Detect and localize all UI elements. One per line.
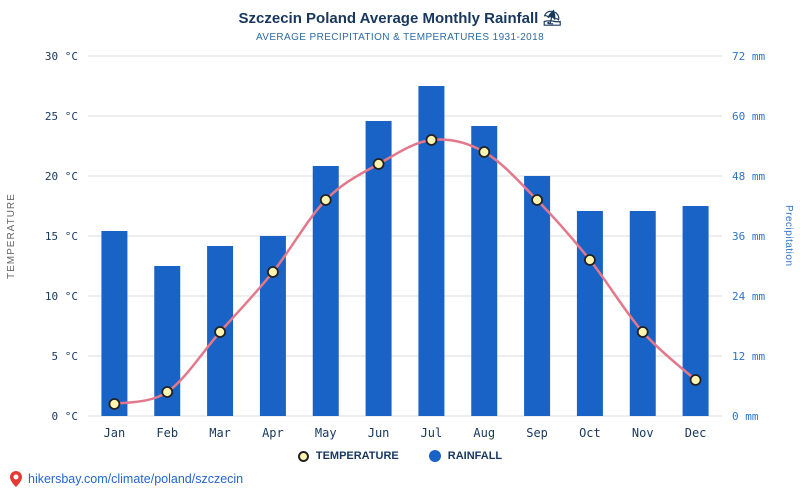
temperature-marker[interactable] (531, 194, 543, 206)
legend-rainfall-marker (428, 450, 441, 462)
footer: hikersbay.com/climate/poland/szczecin (0, 468, 800, 490)
source-link[interactable]: hikersbay.com/climate/poland/szczecin (28, 472, 244, 486)
rainfall-bar[interactable] (471, 126, 498, 416)
x-axis-label: Feb (156, 426, 178, 440)
legend-item-temperature: TEMPERATURE (297, 450, 399, 462)
chart-area: 0 °C 5 °C 10 °C 15 °C 20 °C 25 °C 30 °C 0 mm 12 … (0, 44, 800, 444)
location-pin-icon (10, 471, 22, 487)
page-title: Szczecin Poland Average Monthly Rainfall… (238, 10, 562, 27)
rainfall-bar[interactable] (629, 211, 656, 416)
x-axis-label: Jun (368, 426, 390, 440)
left-axis-tick: 10 °C (45, 290, 78, 303)
right-axis-tick: 12 mm (732, 350, 765, 363)
temperature-marker[interactable] (584, 254, 596, 266)
x-axis-label: May (315, 426, 337, 440)
temperature-marker[interactable] (372, 158, 385, 170)
chart-header: Szczecin Poland Average Monthly Rainfall… (0, 0, 800, 43)
x-axis-label: Sep (526, 426, 548, 440)
page-subtitle: AVERAGE PRECIPITATION & TEMPERATURES 193… (255, 32, 545, 43)
x-axis-label: Mar (209, 426, 231, 440)
right-axis-title: Precipitation (783, 205, 794, 267)
x-axis-label: Nov (632, 426, 654, 440)
rainfall-bar[interactable] (259, 236, 286, 416)
x-axis-label: Aug (473, 426, 495, 440)
right-axis-tick: 24 mm (732, 290, 765, 303)
temperature-marker[interactable] (214, 326, 226, 338)
legend-rainfall-label: RAINFALL (447, 450, 503, 462)
legend-temperature-label: TEMPERATURE (315, 450, 399, 462)
x-axis-label: Dec (685, 426, 707, 440)
temperature-marker[interactable] (161, 386, 174, 398)
right-axis-tick: 36 mm (732, 230, 765, 243)
left-axis-tick: 30 °C (45, 50, 78, 63)
left-axis-tick: 5 °C (52, 350, 79, 363)
x-axis-label: Apr (262, 426, 284, 440)
right-axis-tick: 0 mm (732, 410, 759, 423)
legend-temperature-marker (297, 450, 309, 462)
left-axis-tick: 25 °C (45, 110, 78, 123)
right-axis-tick: 60 mm (732, 110, 765, 123)
x-axis-label: Jul (421, 426, 443, 440)
temperature-line (114, 138, 697, 406)
chart-legend: TEMPERATURE RAINFALL (0, 444, 800, 468)
temperature-marker[interactable] (689, 374, 702, 386)
right-axis-tick: 72 mm (732, 50, 765, 63)
temperature-marker[interactable] (108, 398, 121, 410)
legend-item-rainfall: RAINFALL (428, 450, 503, 462)
temperature-marker[interactable] (425, 134, 438, 146)
x-axis-label: Jan (104, 426, 126, 440)
left-axis-title: TEMPERATURE (6, 193, 17, 279)
temperature-marker[interactable] (636, 326, 649, 338)
right-axis-tick: 48 mm (732, 170, 765, 183)
temperature-marker[interactable] (478, 146, 491, 158)
rainfall-temperature-chart: 0 °C 5 °C 10 °C 15 °C 20 °C 25 °C 30 °C 0 mm 12 … (45, 50, 766, 440)
left-axis-tick: 20 °C (45, 170, 78, 183)
temperature-marker[interactable] (319, 194, 332, 206)
left-axis-tick: 15 °C (45, 230, 78, 243)
x-axis-label: Oct (579, 426, 601, 440)
temperature-marker[interactable] (267, 266, 279, 278)
rainfall-bar[interactable] (524, 176, 551, 416)
left-axis-tick: 0 °C (52, 410, 79, 423)
rainfall-bar[interactable] (576, 211, 603, 416)
rainfall-bar[interactable] (312, 166, 339, 416)
rainfall-bar[interactable] (101, 231, 128, 416)
